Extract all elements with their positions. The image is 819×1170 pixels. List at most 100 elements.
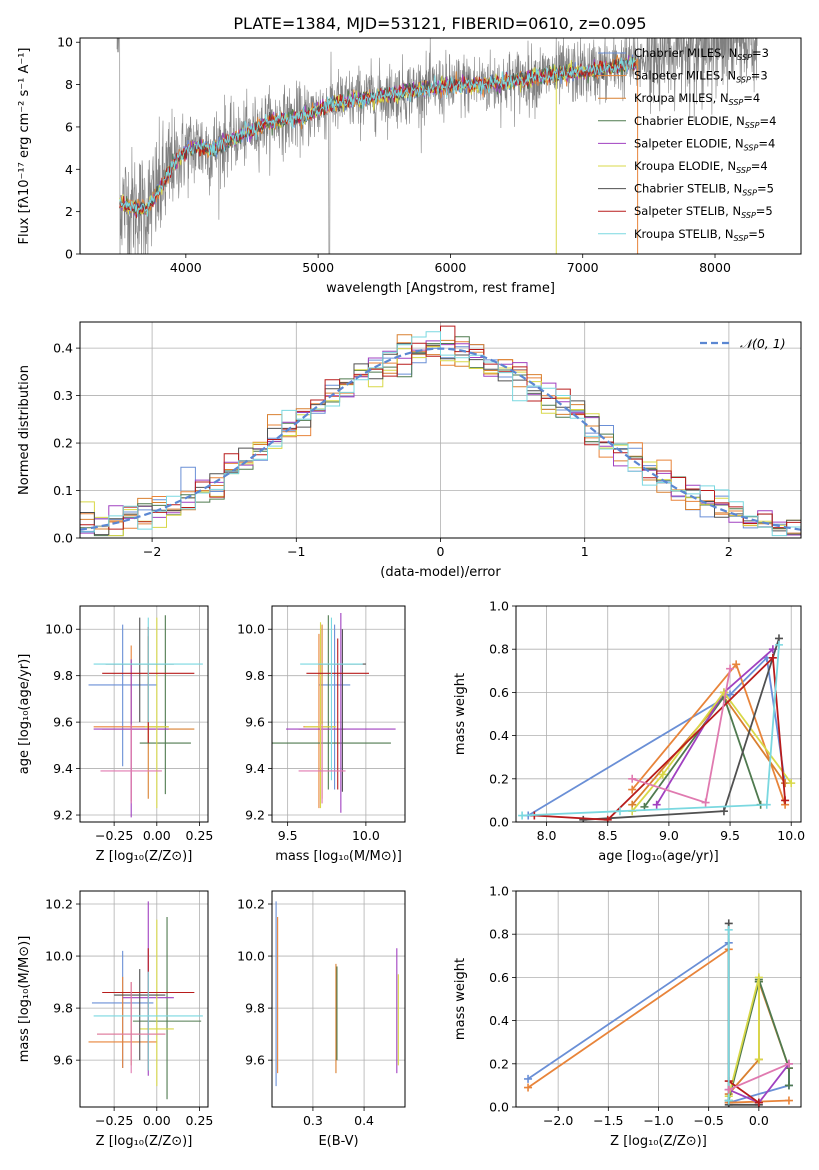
weight-marker — [781, 796, 790, 805]
x-tick-label: 4000 — [170, 260, 202, 275]
y-tick-label: 0.4 — [489, 728, 509, 743]
legend-label-main: Chabrier MILES, N — [634, 46, 737, 60]
y-tick-label: 6 — [65, 119, 73, 134]
x-tick-label: 0 — [437, 544, 445, 559]
legend-label-subscript: SSP — [741, 211, 756, 220]
y-tick-label: 0 — [65, 247, 73, 262]
weight-marker — [732, 660, 741, 669]
y-tick-label: 10.2 — [237, 897, 265, 912]
y-tick-label: 9.8 — [245, 668, 265, 683]
y-tick-label: 0.0 — [489, 815, 509, 830]
y-tick-label: 0.6 — [489, 685, 509, 700]
x-tick-label: −2.0 — [543, 1113, 573, 1128]
x-tick-label: 0.0 — [749, 1113, 769, 1128]
weight-marker — [726, 664, 735, 673]
legend-label-suffix: =5 — [748, 227, 765, 241]
legend-label: Chabrier MILES, NSSP=3 — [634, 46, 769, 62]
weight-marker — [628, 774, 637, 783]
residuals-legend: 𝒩(0, 1) — [700, 336, 786, 351]
weight-marker — [628, 785, 637, 794]
legend-label: Salpeter ELODIE, NSSP=4 — [634, 136, 775, 152]
x-tick-label: 1 — [581, 544, 589, 559]
z_mass-frame — [79, 890, 209, 1108]
legend-label-suffix: =4 — [751, 159, 768, 173]
z_age-frame — [79, 605, 209, 823]
figure-title: PLATE=1384, MJD=53121, FIBERID=0610, z=0… — [233, 14, 646, 33]
spectrum-frame — [79, 37, 802, 255]
ebv_mass-frame — [271, 890, 406, 1108]
x-tick-label: 0.25 — [186, 828, 214, 843]
weight-marker — [724, 925, 733, 934]
y-tick-label: 10.0 — [45, 622, 73, 637]
legend-label-subscript: SSP — [729, 98, 744, 107]
x-axis-label: Z [log₁₀(Z/Z⊙)] — [610, 1134, 707, 1149]
mass_age-frame — [271, 605, 406, 823]
y-tick-label: 9.6 — [53, 715, 73, 730]
y-tick-label: 9.8 — [53, 1001, 73, 1016]
legend-label: Salpeter MILES, NSSP=3 — [634, 69, 768, 85]
weight-marker — [615, 807, 624, 816]
y-axis-label: mass weight — [453, 958, 468, 1040]
weight-marker — [774, 640, 783, 649]
x-tick-label: −1.5 — [593, 1113, 623, 1128]
z_mass-errorbars — [88, 901, 203, 1100]
y-tick-label: 0.8 — [489, 927, 509, 942]
y-tick-label: 0.6 — [489, 970, 509, 985]
y-tick-label: 10.0 — [237, 949, 265, 964]
weight-marker — [724, 1085, 733, 1094]
x-tick-label: 2 — [725, 544, 733, 559]
y-tick-label: 9.8 — [245, 1001, 265, 1016]
y-axis-label: mass [log₁₀(M/M⊙)] — [17, 936, 32, 1063]
y-tick-label: 0.4 — [489, 1013, 509, 1028]
x-axis-label: Z [log₁₀(Z/Z⊙)] — [96, 849, 193, 864]
weight-marker — [719, 807, 728, 816]
y-tick-label: 8 — [65, 77, 73, 92]
age_weight-lines — [518, 634, 796, 822]
y-tick-label: 9.6 — [245, 715, 265, 730]
y-tick-label: 0.2 — [53, 436, 73, 451]
ebv_mass-axes: 0.3 0.4 9.6 9.8 10.0 10.2 E(B-V) — [237, 891, 405, 1149]
weight-line — [728, 1080, 760, 1104]
y-tick-label: 0.2 — [489, 1056, 509, 1071]
x-tick-label: 9.5 — [720, 828, 740, 843]
legend-label-subscript: SSP — [736, 76, 751, 85]
y-tick-label: 10.0 — [45, 949, 73, 964]
legend-label-subscript: SSP — [745, 121, 760, 130]
x-axis-label: mass [log₁₀(M/M⊙)] — [275, 849, 402, 864]
spectrum-lines — [116, 38, 758, 254]
legend-label: Kroupa ELODIE, NSSP=4 — [634, 159, 768, 175]
spectrum-model-line — [119, 57, 636, 217]
legend-label-main: Salpeter MILES, N — [634, 69, 736, 83]
legend-label-subscript: SSP — [737, 53, 752, 62]
legend-label-suffix: =4 — [743, 91, 760, 105]
weight-marker — [701, 798, 710, 807]
weight-marker — [784, 1096, 793, 1105]
x-tick-label: 7000 — [567, 260, 599, 275]
x-tick-label: −0.5 — [693, 1113, 723, 1128]
y-tick-label: 1.0 — [489, 599, 509, 614]
weight-marker — [524, 1083, 533, 1092]
z_weight-lines — [524, 919, 793, 1107]
weight-marker — [726, 690, 735, 699]
x-tick-label: 10.0 — [777, 828, 805, 843]
weight-marker — [754, 973, 763, 982]
x-tick-label: −0.25 — [95, 828, 133, 843]
y-axis-label: Flux [fλ10⁻¹⁷ erg cm⁻² s⁻¹ A⁻¹] — [17, 48, 32, 245]
legend-label: Salpeter STELIB, NSSP=5 — [634, 204, 773, 220]
y-tick-label: 0.0 — [489, 1100, 509, 1115]
x-tick-label: 0.25 — [186, 1113, 214, 1128]
y-tick-label: 9.6 — [245, 1053, 265, 1068]
x-tick-label: 9.5 — [278, 828, 298, 843]
y-tick-label: 9.6 — [53, 1053, 73, 1068]
y-tick-label: 0.8 — [489, 642, 509, 657]
y-tick-label: 1.0 — [489, 884, 509, 899]
weight-marker — [652, 800, 661, 809]
weight-line — [527, 655, 786, 817]
x-tick-label: −1.0 — [643, 1113, 673, 1128]
x-tick-label: 0.00 — [143, 1113, 171, 1128]
age_weight-frame — [515, 605, 802, 823]
legend-label-suffix: =3 — [752, 46, 769, 60]
x-axis-label: (data-model)/error — [380, 565, 501, 580]
weight-line — [728, 1062, 790, 1091]
